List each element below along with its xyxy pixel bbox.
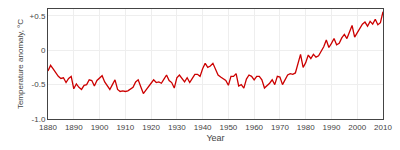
svg-text:1960: 1960 bbox=[245, 123, 263, 132]
svg-text:2010: 2010 bbox=[374, 123, 392, 132]
svg-text:1880: 1880 bbox=[39, 123, 57, 132]
svg-text:+0.5: +0.5 bbox=[30, 12, 46, 21]
svg-text:1990: 1990 bbox=[323, 123, 341, 132]
svg-text:1970: 1970 bbox=[271, 123, 289, 132]
svg-text:1900: 1900 bbox=[91, 123, 109, 132]
svg-text:0: 0 bbox=[41, 46, 46, 55]
svg-text:-0.5: -0.5 bbox=[32, 80, 46, 89]
svg-text:1980: 1980 bbox=[297, 123, 315, 132]
svg-text:1920: 1920 bbox=[142, 123, 160, 132]
svg-text:Year: Year bbox=[206, 133, 224, 143]
svg-text:1890: 1890 bbox=[65, 123, 83, 132]
svg-text:1910: 1910 bbox=[116, 123, 134, 132]
svg-text:1930: 1930 bbox=[168, 123, 186, 132]
svg-text:Temperature anomaly, °C: Temperature anomaly, °C bbox=[16, 19, 25, 109]
svg-text:1950: 1950 bbox=[219, 123, 237, 132]
svg-text:1940: 1940 bbox=[194, 123, 212, 132]
svg-text:-1.0: -1.0 bbox=[32, 115, 46, 124]
svg-text:2000: 2000 bbox=[348, 123, 366, 132]
